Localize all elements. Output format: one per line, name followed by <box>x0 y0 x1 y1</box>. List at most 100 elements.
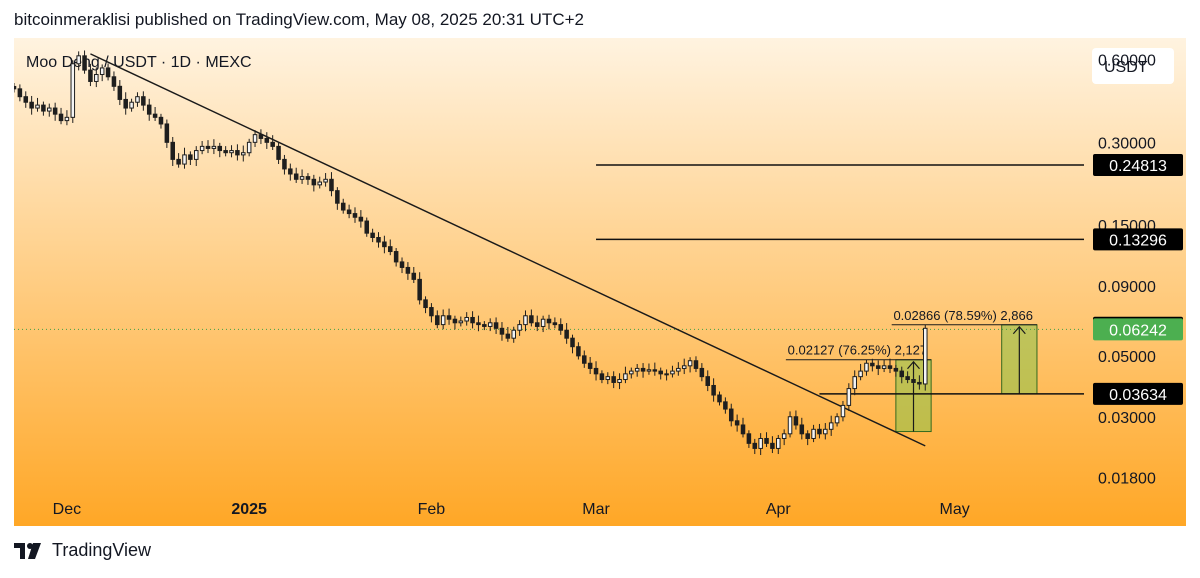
candle-body[interactable] <box>229 150 234 154</box>
candle-body[interactable] <box>423 299 428 309</box>
chart-panel[interactable]: Moo Deng / USDT · 1D · MEXC USDT 0.60000… <box>14 38 1186 526</box>
candle-body[interactable] <box>611 376 616 383</box>
candle-body[interactable] <box>546 318 552 324</box>
candle-body[interactable] <box>593 367 599 375</box>
candle-body[interactable] <box>58 113 64 122</box>
candle-body[interactable] <box>193 150 199 160</box>
candle-body[interactable] <box>605 376 611 381</box>
candle-body[interactable] <box>864 362 869 372</box>
candle-body[interactable] <box>640 367 646 372</box>
candle-body[interactable] <box>623 373 628 381</box>
candle-body[interactable] <box>770 442 775 449</box>
candle-body[interactable] <box>64 116 70 122</box>
candle-body[interactable] <box>540 318 546 327</box>
candle-body[interactable] <box>875 365 881 369</box>
candle-body[interactable] <box>905 376 910 381</box>
candle-body[interactable] <box>188 154 193 160</box>
candle-body[interactable] <box>828 422 834 430</box>
currency-badge[interactable]: USDT <box>1092 48 1174 84</box>
candle-body[interactable] <box>476 322 481 326</box>
candle-body[interactable] <box>335 190 340 204</box>
candle-body[interactable] <box>846 388 852 406</box>
candle-body[interactable] <box>529 315 534 324</box>
candle-body[interactable] <box>429 307 434 317</box>
candle-body[interactable] <box>505 333 511 339</box>
candle-body[interactable] <box>182 154 187 165</box>
candle-body[interactable] <box>146 104 152 115</box>
candle-body[interactable] <box>170 141 176 160</box>
price-level-badge[interactable] <box>1093 228 1183 251</box>
candle-body[interactable] <box>840 404 846 418</box>
candle-body[interactable] <box>570 337 575 348</box>
candle-body[interactable] <box>235 150 240 156</box>
candle-body[interactable] <box>681 365 687 369</box>
candle-body[interactable] <box>740 424 746 435</box>
candle-body[interactable] <box>823 428 828 435</box>
candle-body[interactable] <box>352 213 358 218</box>
candle-body[interactable] <box>317 181 322 186</box>
candle-body[interactable] <box>917 381 922 385</box>
candle-body[interactable] <box>711 384 716 396</box>
candle-body[interactable] <box>199 145 205 152</box>
candle-body[interactable] <box>246 141 252 154</box>
candle-body[interactable] <box>470 316 475 324</box>
candle-body[interactable] <box>223 150 228 154</box>
candle-body[interactable] <box>752 442 758 449</box>
candle-body[interactable] <box>399 261 405 268</box>
candle-body[interactable] <box>135 96 140 103</box>
candle-body[interactable] <box>564 329 569 339</box>
candle-body[interactable] <box>117 85 123 100</box>
candle-body[interactable] <box>458 320 464 324</box>
candle-body[interactable] <box>76 55 81 65</box>
candle-body[interactable] <box>646 369 652 372</box>
candle-body[interactable] <box>41 104 46 112</box>
candle-body[interactable] <box>587 362 593 369</box>
candle-body[interactable] <box>282 158 287 170</box>
candle-body[interactable] <box>164 123 170 143</box>
price-level-badge[interactable] <box>1093 382 1183 405</box>
candle-body[interactable] <box>599 373 605 381</box>
candle-body[interactable] <box>329 178 334 192</box>
candle-body[interactable] <box>728 408 734 422</box>
candle-body[interactable] <box>764 437 769 444</box>
candle-body[interactable] <box>523 315 528 326</box>
candle-body[interactable] <box>217 145 223 152</box>
candle-body[interactable] <box>852 376 857 390</box>
candle-body[interactable] <box>29 101 34 109</box>
candle-body[interactable] <box>893 367 899 372</box>
candle-body[interactable] <box>364 220 370 234</box>
candle-body[interactable] <box>299 176 305 180</box>
candle-body[interactable] <box>293 173 299 180</box>
candle-body[interactable] <box>911 379 916 383</box>
candle-body[interactable] <box>817 428 822 435</box>
candle-body[interactable] <box>288 168 293 175</box>
candle-body[interactable] <box>382 241 387 248</box>
candle-body[interactable] <box>734 420 740 426</box>
candle-body[interactable] <box>576 346 581 357</box>
candle-body[interactable] <box>264 137 270 143</box>
candle-body[interactable] <box>658 370 663 375</box>
candle-body[interactable] <box>881 365 887 369</box>
candle-body[interactable] <box>870 362 875 367</box>
candle-body[interactable] <box>258 134 264 139</box>
candle-body[interactable] <box>781 433 787 439</box>
candle-body[interactable] <box>435 315 440 326</box>
candle-body[interactable] <box>305 176 311 180</box>
candle-body[interactable] <box>94 74 99 82</box>
candle-body[interactable] <box>487 322 493 327</box>
candle-body[interactable] <box>440 315 446 326</box>
candle-body[interactable] <box>323 178 328 183</box>
candle-body[interactable] <box>370 232 375 238</box>
candle-body[interactable] <box>276 145 281 160</box>
candle-body[interactable] <box>634 367 640 372</box>
candle-body[interactable] <box>899 370 905 378</box>
candle-body[interactable] <box>241 152 246 156</box>
candle-body[interactable] <box>446 315 452 320</box>
candle-body[interactable] <box>493 322 499 329</box>
candle-body[interactable] <box>834 416 840 424</box>
candle-body[interactable] <box>23 96 29 103</box>
candle-body[interactable] <box>388 246 393 253</box>
candle-body[interactable] <box>82 55 87 71</box>
candle-body[interactable] <box>717 394 722 403</box>
candle-body[interactable] <box>35 104 40 109</box>
